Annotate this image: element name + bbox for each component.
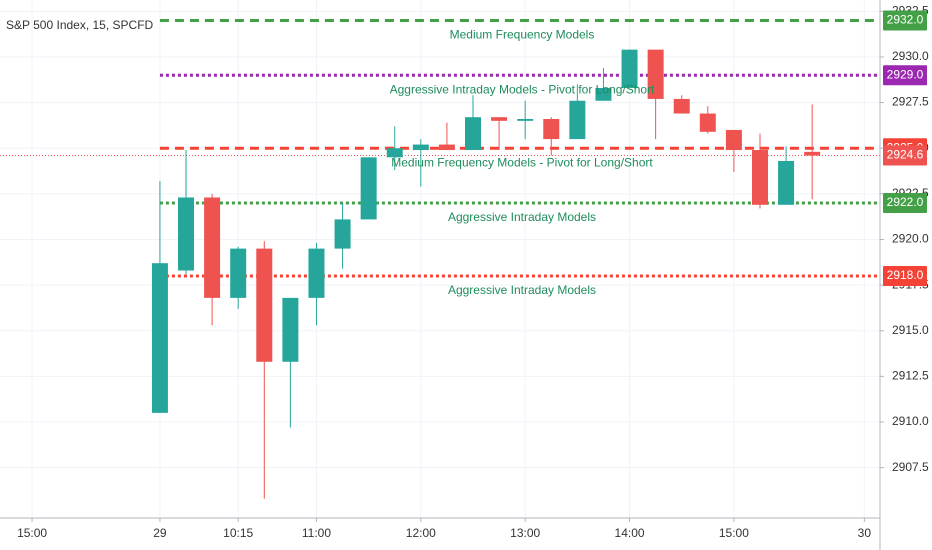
level-badge-label: 2922.0: [887, 195, 924, 209]
candle-body: [569, 100, 586, 140]
level-name: Medium Frequency Models: [450, 28, 595, 42]
candles: [151, 49, 821, 499]
candle-body: [621, 49, 638, 88]
candle-body: [699, 113, 716, 132]
x-tick-label: 29: [153, 526, 167, 540]
candle-body: [595, 87, 612, 101]
candle-body: [308, 248, 325, 298]
labels: Medium Frequency Models Aggressive Intrad…: [390, 10, 927, 297]
level-badge-label: 2918.0: [887, 268, 924, 282]
last-price-label: 2924.6: [887, 148, 924, 162]
candle-body: [360, 157, 377, 220]
candle-body: [334, 219, 351, 249]
candle-body: [804, 151, 821, 156]
x-tick-label: 30: [858, 526, 872, 540]
y-tick-label: 2930.0: [892, 49, 929, 63]
level-name: Medium Frequency Models - Pivot for Long…: [391, 155, 653, 169]
x-tick-label: 15:00: [719, 526, 749, 540]
y-tick-label: 2907.5: [892, 460, 929, 474]
y-tick-label: 2920.0: [892, 232, 929, 246]
level-name: Aggressive Intraday Models: [448, 210, 596, 224]
candle-body: [438, 144, 455, 151]
candle-body: [751, 150, 768, 205]
candle-body: [282, 297, 299, 362]
candle-body: [412, 144, 429, 151]
y-tick-label: 2927.5: [892, 95, 929, 109]
candle-body: [204, 197, 221, 298]
x-tick-label: 10:15: [223, 526, 253, 540]
candle-body: [465, 117, 482, 151]
y-tick-label: 2912.5: [892, 369, 929, 383]
candle-body: [491, 117, 508, 121]
x-tick-label: 15:00: [17, 526, 47, 540]
level-badge-label: 2932.0: [887, 13, 924, 27]
x-tick-label: 11:00: [302, 526, 331, 540]
level-badge: [883, 265, 927, 286]
chart-title: S&P 500 Index, 15, SPCFD: [6, 18, 154, 32]
level-badge-label: 2929.0: [887, 67, 924, 81]
level-name: Aggressive Intraday Models: [448, 283, 596, 297]
level-name: Aggressive Intraday Models - Pivot for L…: [390, 82, 655, 96]
x-tick-label: 13:00: [510, 526, 540, 540]
candle-body: [386, 148, 403, 158]
level-badge: [883, 65, 927, 86]
candle-body: [256, 248, 273, 362]
candle-body: [178, 197, 195, 271]
last-price-badge: [883, 145, 927, 166]
candle-body: [778, 160, 795, 205]
candle-body: [725, 129, 742, 151]
candle-body: [673, 98, 690, 114]
candle-body: [151, 263, 168, 413]
x-tick-label: 12:00: [406, 526, 436, 540]
y-tick-label: 2910.0: [892, 414, 929, 428]
candle-body: [230, 248, 247, 298]
y-tick-label: 2915.0: [892, 323, 929, 337]
x-tick-label: 14:00: [615, 526, 645, 540]
level-badge: [883, 192, 927, 213]
candle-body: [543, 119, 560, 140]
candle-body: [647, 49, 664, 99]
level-badge: [883, 10, 927, 31]
candle-body: [517, 119, 534, 121]
